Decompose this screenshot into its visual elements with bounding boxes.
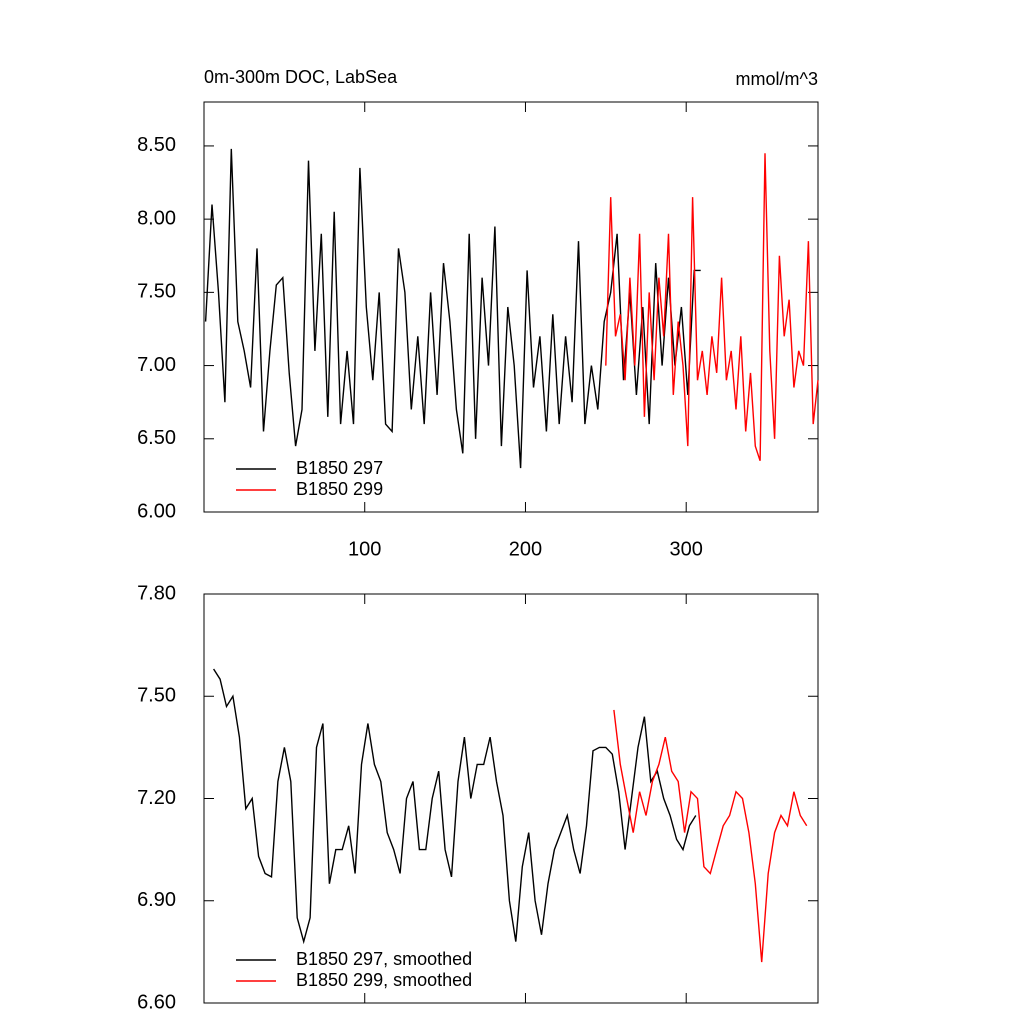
legend-label: B1850 297 (296, 458, 383, 478)
y-tick-label: 6.90 (137, 889, 176, 911)
legend-label: B1850 299 (296, 479, 383, 499)
data-line (213, 668, 697, 945)
units-label: mmol/m^3 (736, 69, 818, 89)
data-line (605, 153, 819, 462)
plot-frame (203, 101, 819, 513)
data-line (204, 148, 701, 469)
chart-title: 0m-300m DOC, LabSea (204, 67, 398, 87)
x-tick-label: 200 (509, 538, 542, 560)
y-tick-label: 7.80 (137, 582, 176, 604)
y-tick-label: 6.50 (137, 427, 176, 449)
x-tick-label: 300 (670, 538, 703, 560)
y-tick-label: 8.00 (137, 207, 176, 229)
legend-label: B1850 299, smoothed (296, 970, 472, 990)
y-tick-label: 6.60 (137, 991, 176, 1013)
plot-frame (203, 593, 819, 1004)
y-tick-label: 8.50 (137, 134, 176, 156)
legend-label: B1850 297, smoothed (296, 949, 472, 969)
y-tick-label: 7.00 (137, 354, 176, 376)
x-tick-label: 100 (348, 538, 381, 560)
y-tick-label: 7.50 (137, 281, 176, 303)
data-line (613, 709, 808, 963)
y-tick-label: 6.00 (137, 500, 176, 522)
y-tick-label: 7.50 (137, 685, 176, 707)
y-tick-label: 7.20 (137, 787, 176, 809)
